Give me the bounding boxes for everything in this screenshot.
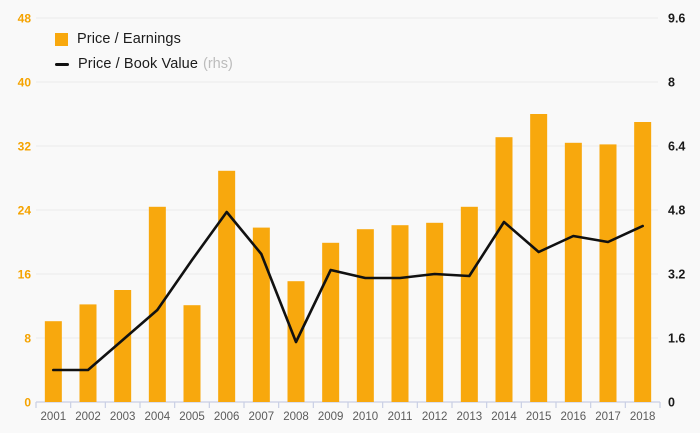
- x-axis-year-label-2004: 2004: [145, 411, 171, 423]
- left-axis-label-0: 0: [24, 396, 31, 410]
- bar-2011: [391, 225, 409, 402]
- bar-2012: [426, 222, 444, 402]
- right-axis-label-6.4: 6.4: [668, 140, 685, 154]
- x-axis-year-label-2018: 2018: [630, 411, 656, 423]
- bar-2007: [252, 227, 270, 402]
- x-axis-year-label-2008: 2008: [283, 411, 309, 423]
- legend-label-price-earnings: Price / Earnings: [77, 31, 181, 47]
- x-axis-year-label-2009: 2009: [318, 411, 344, 423]
- line-series-swatch-icon: [55, 62, 69, 66]
- x-axis-year-label-2010: 2010: [353, 411, 379, 423]
- legend-item-price-book-value: Price / Book Value (rhs): [55, 53, 233, 75]
- bar-2010: [356, 229, 374, 402]
- bar-2013: [460, 206, 478, 402]
- bar-2017: [599, 144, 617, 402]
- left-axis-label-48: 48: [18, 12, 32, 26]
- left-axis-label-32: 32: [18, 140, 32, 154]
- bar-2001: [44, 321, 62, 402]
- x-axis-year-label-2005: 2005: [179, 411, 205, 423]
- price-book-value-line: [51, 210, 645, 372]
- right-axis-label-8: 8: [668, 76, 675, 90]
- x-axis-year-label-2013: 2013: [457, 411, 483, 423]
- left-axis-label-16: 16: [18, 268, 32, 282]
- bar-2002: [79, 304, 97, 402]
- bar-2009: [322, 242, 340, 402]
- x-axis-year-label-2014: 2014: [491, 411, 517, 423]
- legend-suffix-rhs: (rhs): [203, 56, 233, 72]
- bar-2005: [183, 305, 201, 402]
- x-axis-year-label-2006: 2006: [214, 411, 240, 423]
- left-axis-label-40: 40: [18, 76, 32, 90]
- bar-2016: [564, 142, 582, 403]
- x-axis-year-label-2016: 2016: [561, 411, 587, 423]
- left-axis-label-8: 8: [24, 332, 31, 346]
- x-axis-year-label-2003: 2003: [110, 411, 136, 423]
- right-axis-label-0: 0: [668, 396, 675, 410]
- legend-item-price-earnings: Price / Earnings: [55, 28, 233, 50]
- x-axis-year-label-2002: 2002: [75, 411, 101, 423]
- right-axis-label-4.8: 4.8: [668, 204, 685, 218]
- right-axis-label-9.6: 9.6: [668, 12, 685, 26]
- bar-2015: [530, 114, 548, 402]
- bar-2018: [634, 122, 652, 402]
- chart-legend: Price / Earnings Price / Book Value (rhs…: [55, 28, 233, 78]
- x-axis-year-label-2017: 2017: [595, 411, 621, 423]
- bar-2003: [114, 290, 132, 402]
- legend-label-price-book-value: Price / Book Value: [78, 56, 199, 72]
- bar-2006: [218, 170, 236, 402]
- left-axis-label-24: 24: [18, 204, 32, 218]
- bar-series-swatch-icon: [55, 32, 68, 46]
- bar-2014: [495, 137, 513, 402]
- bar-2004: [148, 206, 166, 402]
- x-axis-year-label-2001: 2001: [41, 411, 67, 423]
- x-axis-year-label-2015: 2015: [526, 411, 552, 423]
- right-axis-label-3.2: 3.2: [668, 268, 685, 282]
- x-axis-year-label-2011: 2011: [388, 411, 413, 423]
- x-axis-year-label-2007: 2007: [249, 411, 275, 423]
- right-axis-label-1.6: 1.6: [668, 332, 685, 346]
- x-axis-year-label-2012: 2012: [422, 411, 448, 423]
